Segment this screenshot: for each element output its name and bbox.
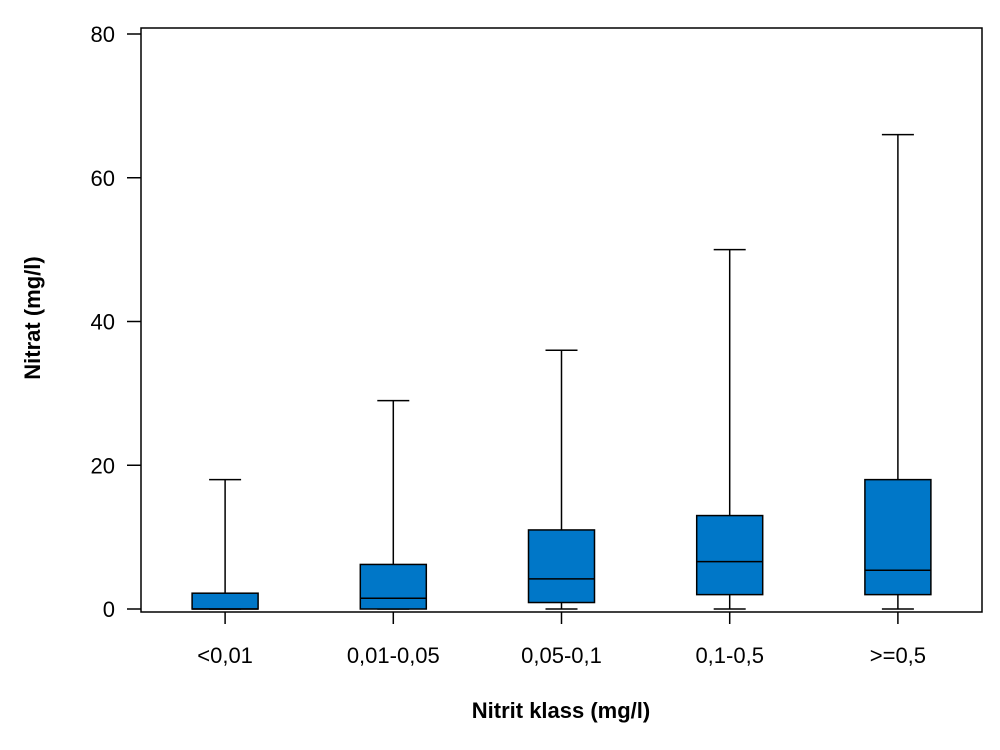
box-1 [191,478,259,610]
x-axis-title: Nitrit klass (mg/l) [472,698,650,723]
box-4 [695,248,764,610]
box-2 [359,399,428,610]
iqr-box [864,478,932,596]
y-tick-label: 60 [91,166,115,191]
iqr-box [527,529,596,604]
y-tick-label: 40 [91,310,115,335]
x-tick-label: 0,01-0,05 [347,643,440,668]
y-axis: 0 20 40 60 80 [91,22,141,622]
box-3 [527,349,596,610]
iqr-box [695,514,764,596]
x-axis: <0,01 0,01-0,05 0,05-0,1 0,1-0,5 >=0,5 [197,612,926,668]
box-series [191,133,932,610]
iqr-box [191,592,259,610]
box-5 [864,133,932,610]
x-tick-label: 0,1-0,5 [695,643,764,668]
iqr-box [359,563,428,610]
y-axis-title: Nitrat (mg/l) [20,256,45,379]
x-tick-label: >=0,5 [870,643,926,668]
y-tick-label: 80 [91,22,115,47]
y-tick-label: 20 [91,453,115,478]
x-tick-label: <0,01 [197,643,253,668]
x-tick-label: 0,05-0,1 [521,643,602,668]
y-tick-label: 0 [103,597,115,622]
